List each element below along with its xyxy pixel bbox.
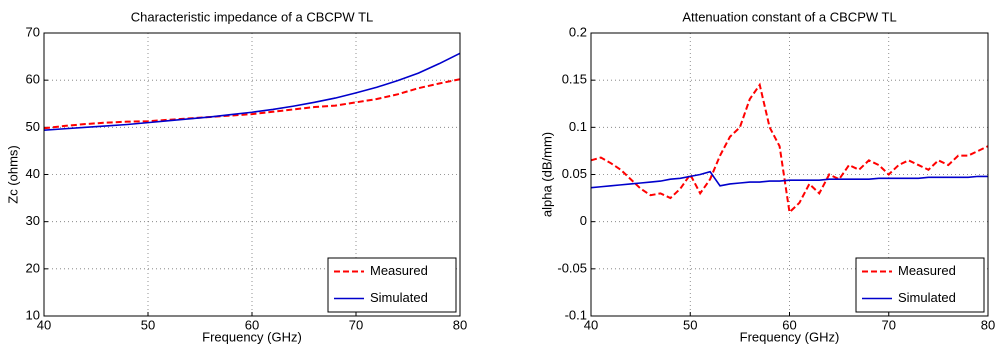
y-axis-label: Zc (ohms) <box>5 145 20 204</box>
legend-label: Measured <box>898 263 956 278</box>
series-line <box>43 78 461 130</box>
y-tick-label: 60 <box>26 72 40 87</box>
y-tick-label: 70 <box>26 24 40 39</box>
chart: 40 50 60 70 80 -0.1 -0.05 0 0.05 0.1 0.15 0.2 Attenu… <box>539 9 995 344</box>
legend-label: Simulated <box>898 290 956 305</box>
x-tick-label: 40 <box>584 317 598 332</box>
chart: 40 50 60 70 80 10 20 30 40 50 60 70 Characteristic i… <box>5 9 467 344</box>
y-tick-label: -0.05 <box>557 260 587 275</box>
series-line <box>43 52 461 131</box>
y-tick-label: 0 <box>580 213 587 228</box>
x-tick-label: 80 <box>981 317 995 332</box>
x-axis-label: Frequency (GHz) <box>740 329 840 344</box>
legend-label: Simulated <box>370 290 428 305</box>
y-tick-label: -0.1 <box>565 307 587 322</box>
series-line <box>590 82 989 215</box>
x-tick-label: 60 <box>782 317 796 332</box>
y-tick-label: 50 <box>26 119 40 134</box>
y-tick-label: 30 <box>26 213 40 228</box>
y-tick-label: 0.1 <box>569 119 587 134</box>
x-tick-label: 70 <box>349 317 363 332</box>
legend-box <box>855 257 985 313</box>
chart-title: Attenuation constant of a CBCPW TL <box>682 9 896 24</box>
x-tick-label: 60 <box>245 317 259 332</box>
y-axis-label: alpha (dB/mm) <box>539 132 554 217</box>
x-tick-label: 40 <box>37 317 51 332</box>
legend-box <box>327 257 457 313</box>
chart-title: Characteristic impedance of a CBCPW TL <box>131 9 374 24</box>
axes-frame <box>43 32 461 317</box>
x-tick-label: 80 <box>453 317 467 332</box>
x-tick-label: 50 <box>683 317 697 332</box>
x-tick-label: 50 <box>141 317 155 332</box>
axes-frame <box>590 32 989 317</box>
series-line <box>590 170 988 189</box>
y-tick-label: 40 <box>26 166 40 181</box>
y-tick-label: 10 <box>26 307 40 322</box>
y-tick-label: 0.15 <box>562 72 587 87</box>
x-tick-label: 70 <box>882 317 896 332</box>
y-tick-label: 20 <box>26 260 40 275</box>
y-tick-label: 0.2 <box>569 24 587 39</box>
x-axis-label: Frequency (GHz) <box>202 329 302 344</box>
legend-label: Measured <box>370 263 428 278</box>
y-tick-label: 0.05 <box>562 166 587 181</box>
